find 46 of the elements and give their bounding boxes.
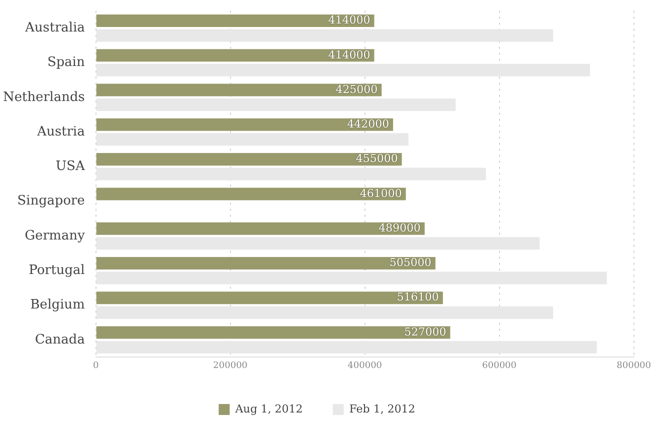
- data-label: 505000: [389, 256, 432, 270]
- x-tick-label: 0: [92, 360, 99, 371]
- y-tick-label: USA: [56, 159, 86, 174]
- bar: [96, 326, 450, 339]
- y-tick-label: Portugal: [28, 262, 85, 278]
- y-tick-label: Austria: [36, 124, 86, 140]
- data-label: 461000: [360, 186, 402, 200]
- x-tick-label: 400000: [348, 360, 382, 371]
- data-label: 425000: [336, 82, 378, 96]
- bar: [96, 49, 374, 62]
- legend-label: Feb 1, 2012: [349, 402, 416, 416]
- bar: [96, 237, 540, 250]
- bar: [96, 84, 382, 96]
- y-tick-label: Spain: [47, 55, 86, 70]
- bar: [96, 153, 402, 166]
- data-label: 455000: [356, 152, 398, 166]
- y-tick-label: Belgium: [30, 298, 85, 313]
- x-tick-label: 800000: [616, 360, 652, 371]
- bar: [96, 306, 554, 319]
- bar: [96, 14, 374, 28]
- y-tick-label: Netherlands: [2, 90, 85, 105]
- bar: [96, 188, 406, 200]
- x-tick-label: 200000: [213, 360, 248, 371]
- bar: [96, 272, 607, 284]
- bar: [96, 222, 425, 235]
- x-tick-label: 600000: [482, 360, 517, 371]
- data-label: 527000: [404, 325, 446, 338]
- bar: [96, 133, 409, 146]
- y-tick-label: Singapore: [17, 194, 86, 209]
- bar: [96, 118, 394, 131]
- legend-label: Aug 1, 2012: [234, 402, 303, 416]
- bar: [96, 256, 436, 270]
- bar: [96, 98, 456, 112]
- data-label: 442000: [347, 118, 390, 131]
- bar: [96, 29, 554, 42]
- data-label: 516100: [396, 290, 439, 304]
- bar: [96, 292, 443, 304]
- bar: [96, 340, 597, 354]
- data-label: 414000: [328, 48, 370, 62]
- bar: [96, 64, 590, 76]
- y-tick-label: Canada: [34, 332, 86, 348]
- data-label: 489000: [378, 221, 421, 234]
- y-tick-label: Germany: [24, 228, 86, 244]
- data-label: 414000: [328, 14, 370, 27]
- y-tick-label: Australia: [24, 20, 86, 36]
- bar: [96, 168, 486, 180]
